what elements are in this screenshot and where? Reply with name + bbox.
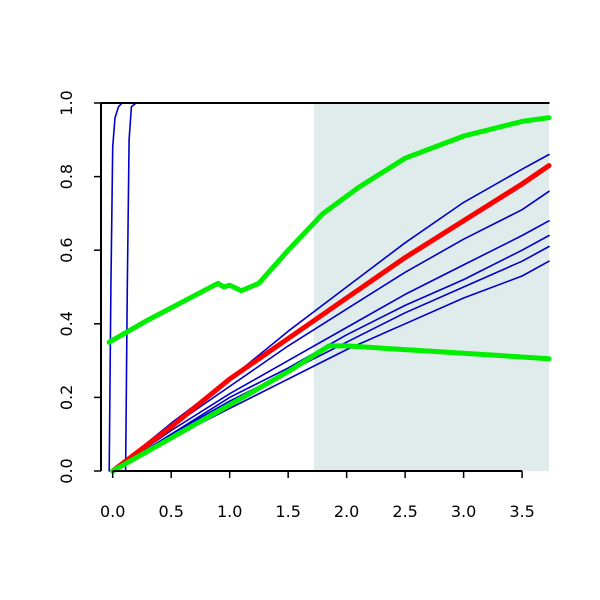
x-tick-label: 3.0 bbox=[451, 502, 476, 521]
series-line-6 bbox=[111, 234, 550, 472]
shaded-region bbox=[313, 103, 549, 471]
series-line-7 bbox=[111, 245, 550, 472]
x-tick-label: 0.5 bbox=[158, 502, 183, 521]
axis-layer bbox=[100, 102, 549, 472]
series-line-10 bbox=[106, 115, 552, 345]
y-tick-label: 0.8 bbox=[57, 164, 76, 189]
y-tick-label: 0.4 bbox=[57, 311, 76, 336]
series-layer bbox=[106, 102, 552, 474]
x-tick-label: 2.0 bbox=[334, 502, 359, 521]
y-tick-label: 0.2 bbox=[57, 385, 76, 410]
series-line-5 bbox=[111, 220, 550, 472]
x-tick-label: 1.0 bbox=[217, 502, 242, 521]
x-tick-layer: 0.0 0.5 1.0 1.5 2.0 2.5 3.0 3.5 bbox=[100, 471, 535, 521]
y-tick-label: 0.0 bbox=[57, 458, 76, 483]
shaded-region-layer bbox=[313, 103, 549, 471]
y-tick-label: 0.6 bbox=[57, 237, 76, 262]
y-tick-layer: 0.0 0.2 0.4 0.6 0.8 1.0 bbox=[57, 90, 101, 484]
x-tick-label: 0.0 bbox=[100, 502, 125, 521]
x-tick-label: 2.5 bbox=[392, 502, 417, 521]
y-tick-label: 1.0 bbox=[57, 90, 76, 115]
x-tick-label: 3.5 bbox=[509, 502, 534, 521]
x-tick-label: 1.5 bbox=[275, 502, 300, 521]
series-line-11 bbox=[110, 343, 552, 474]
series-line-9 bbox=[110, 163, 552, 474]
